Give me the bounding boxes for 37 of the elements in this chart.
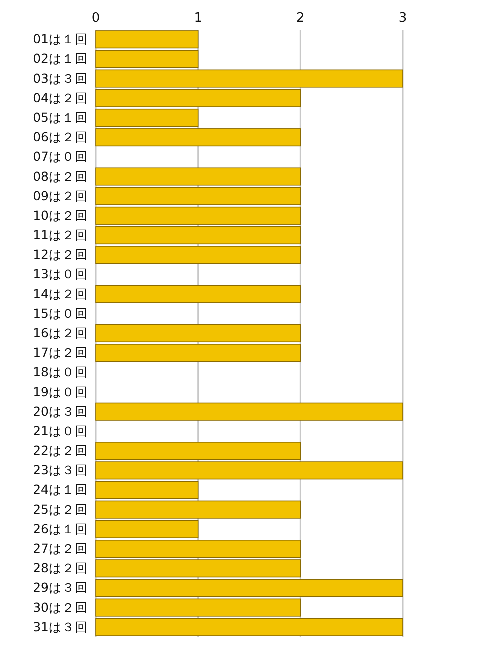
y-tick-label: 08は２回 — [33, 168, 88, 184]
x-tick-label: 0 — [92, 11, 100, 26]
y-tick-label: 29は３回 — [33, 580, 88, 596]
y-tick-label: 17は２回 — [33, 345, 88, 360]
bar — [96, 285, 302, 304]
y-tick-label: 07は０回 — [33, 149, 88, 164]
y-tick-label: 13は０回 — [33, 266, 88, 282]
y-tick-label: 20は３回 — [33, 404, 88, 419]
y-tick-label: 16は２回 — [33, 326, 88, 340]
y-tick-label: 10は２回 — [33, 208, 88, 223]
y-tick-label: 30は２回 — [33, 600, 88, 615]
y-tick-label: 18は０回 — [33, 364, 88, 380]
y-tick-label: 04は２回 — [33, 90, 88, 106]
x-tick-label: 1 — [194, 11, 202, 26]
y-tick-label: 11は２回 — [33, 228, 88, 243]
y-tick-label: 21は０回 — [33, 423, 88, 438]
y-tick-label: 23は３回 — [33, 462, 88, 478]
y-tick-label: 14は２回 — [33, 286, 88, 302]
y-tick-label: 24は１回 — [33, 482, 88, 498]
y-tick-label: 25は２回 — [33, 502, 88, 517]
y-tick-label: 27は２回 — [33, 541, 88, 556]
y-tick-label: 06は２回 — [33, 130, 88, 145]
y-tick-label: 09は２回 — [33, 188, 88, 204]
y-tick-label: 26は１回 — [33, 521, 88, 536]
y-tick-label: 01は１回 — [33, 32, 88, 47]
y-tick-label: 31は３回 — [33, 619, 88, 634]
y-tick-label: 02は１回 — [33, 51, 88, 66]
y-tick-label: 12は２回 — [33, 247, 88, 262]
y-tick-label: 05は１回 — [33, 110, 88, 125]
y-tick-label: 19は０回 — [33, 384, 88, 400]
y-tick-label: 15は０回 — [33, 306, 88, 321]
x-tick-label: 3 — [398, 11, 408, 26]
bar — [96, 402, 404, 421]
y-tick-label: 28は２回 — [33, 560, 88, 576]
y-tick-label: 03は３回 — [33, 70, 88, 86]
y-tick-label: 22は２回 — [33, 443, 88, 458]
x-tick-label: 2 — [296, 11, 305, 26]
